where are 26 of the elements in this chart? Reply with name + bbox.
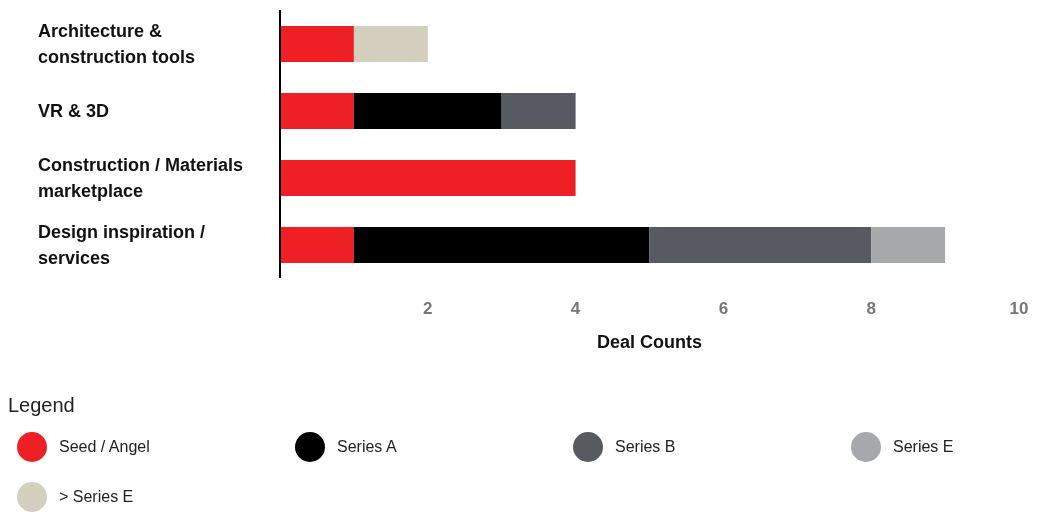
bar bbox=[280, 26, 354, 62]
bar bbox=[501, 93, 576, 129]
bar bbox=[280, 93, 354, 129]
x-tick-label: 10 bbox=[1009, 299, 1029, 319]
bar bbox=[353, 26, 428, 62]
bar bbox=[280, 227, 354, 263]
bar bbox=[353, 227, 650, 263]
legend-label: Series A bbox=[337, 438, 397, 456]
y-tick-label: Construction / Materials marketplace bbox=[38, 154, 244, 201]
bar bbox=[280, 160, 576, 196]
legend-label: > Series E bbox=[59, 488, 134, 506]
y-tick-label: Design inspiration / services bbox=[38, 221, 206, 268]
bar bbox=[649, 227, 872, 263]
y-tick-label: VR & 3D bbox=[38, 100, 110, 121]
bar bbox=[871, 227, 946, 263]
legend-label: Series B bbox=[615, 438, 676, 456]
x-tick-label: 2 bbox=[423, 299, 433, 319]
legend-title: Legend bbox=[8, 394, 76, 417]
y-tick-label: Architecture & construction tools bbox=[38, 20, 195, 67]
x-axis-title: Deal Counts bbox=[596, 332, 703, 352]
x-tick-label: 8 bbox=[866, 299, 876, 319]
bar bbox=[353, 93, 502, 129]
x-tick-label: 6 bbox=[718, 299, 729, 319]
legend-label: Seed / Angel bbox=[59, 438, 150, 456]
legend-label: Series E bbox=[893, 438, 954, 456]
x-tick-label: 4 bbox=[570, 299, 581, 319]
